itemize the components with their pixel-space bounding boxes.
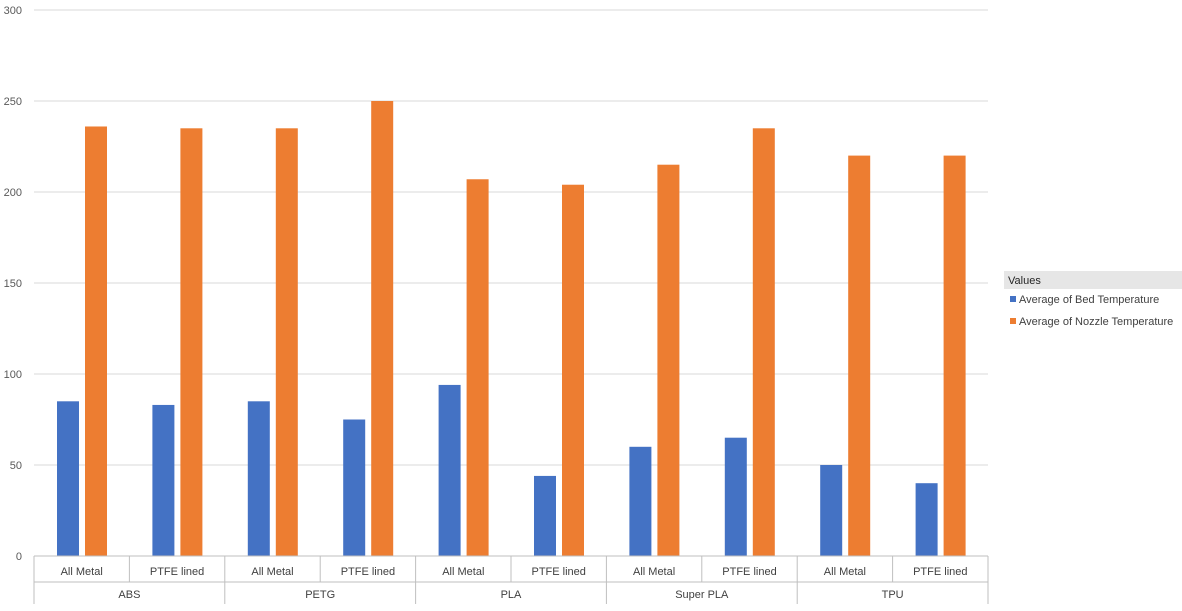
y-tick-label: 200 bbox=[4, 187, 22, 199]
x-group-label: ABS bbox=[118, 589, 140, 601]
x-subcategory-label: PTFE lined bbox=[722, 566, 776, 578]
x-subcategory-label: All Metal bbox=[633, 566, 675, 578]
y-tick-label: 0 bbox=[16, 551, 22, 563]
legend-title: Values bbox=[1008, 275, 1041, 287]
x-axis: All Metal PTFE lined ABS All Metal PTFE line… bbox=[33, 555, 989, 604]
legend-items: Average of Bed Temperature Average of Noz… bbox=[1010, 294, 1173, 328]
x-subcategory-label: All Metal bbox=[61, 566, 103, 578]
bar-nozzle-6 bbox=[657, 164, 680, 556]
x-group-label: TPU bbox=[882, 589, 904, 601]
bar-nozzle-9 bbox=[943, 155, 966, 556]
bar-nozzle-8 bbox=[848, 155, 871, 556]
legend-header bbox=[1004, 271, 1182, 289]
y-tick-label: 250 bbox=[4, 96, 22, 108]
bar-nozzle-2 bbox=[275, 128, 298, 557]
bar-bed-6 bbox=[629, 446, 652, 556]
x-subcategory-label: All Metal bbox=[824, 566, 866, 578]
x-subcategory-label: All Metal bbox=[251, 566, 293, 578]
bar-bed-3 bbox=[343, 419, 366, 556]
bar-bed-7 bbox=[724, 437, 747, 556]
y-tick-label: 100 bbox=[4, 369, 22, 381]
gridlines bbox=[34, 9, 988, 466]
bar-nozzle-3 bbox=[371, 101, 394, 556]
x-subcategory-label: All Metal bbox=[442, 566, 484, 578]
bar-bed-5 bbox=[534, 475, 556, 556]
bar-nozzle-4 bbox=[466, 179, 489, 556]
bar-nozzle-0 bbox=[85, 126, 107, 556]
x-group-label: PETG bbox=[305, 589, 335, 601]
x-group-label: PLA bbox=[501, 589, 522, 601]
bar-nozzle-7 bbox=[752, 128, 775, 557]
bar-nozzle-5 bbox=[562, 184, 584, 556]
x-subcategory-label: PTFE lined bbox=[531, 566, 585, 578]
y-tick-label: 300 bbox=[4, 5, 22, 17]
bar-bed-2 bbox=[247, 401, 270, 556]
legend-swatch bbox=[1010, 296, 1016, 302]
bar-bed-4 bbox=[438, 384, 461, 556]
legend-label: Average of Bed Temperature bbox=[1019, 294, 1159, 306]
x-group-label: Super PLA bbox=[675, 589, 729, 601]
y-tick-label: 150 bbox=[4, 278, 22, 290]
legend: Values Average of Bed TemperatureAverage… bbox=[1004, 271, 1182, 328]
x-subcategory-label: PTFE lined bbox=[150, 566, 204, 578]
bar-bed-9 bbox=[915, 483, 938, 556]
legend-label: Average of Nozzle Temperature bbox=[1019, 316, 1173, 328]
x-subcategory-label: PTFE lined bbox=[913, 566, 967, 578]
y-tick-label: 50 bbox=[10, 460, 22, 472]
bars bbox=[57, 101, 966, 557]
bar-nozzle-1 bbox=[180, 128, 203, 557]
bar-bed-0 bbox=[57, 401, 79, 556]
legend-swatch bbox=[1010, 318, 1016, 324]
y-axis-ticks: 0 50 100 150 200 250 300 bbox=[4, 5, 22, 563]
bar-bed-8 bbox=[820, 465, 843, 556]
x-subcategory-label: PTFE lined bbox=[341, 566, 395, 578]
bar-bed-1 bbox=[152, 404, 175, 556]
